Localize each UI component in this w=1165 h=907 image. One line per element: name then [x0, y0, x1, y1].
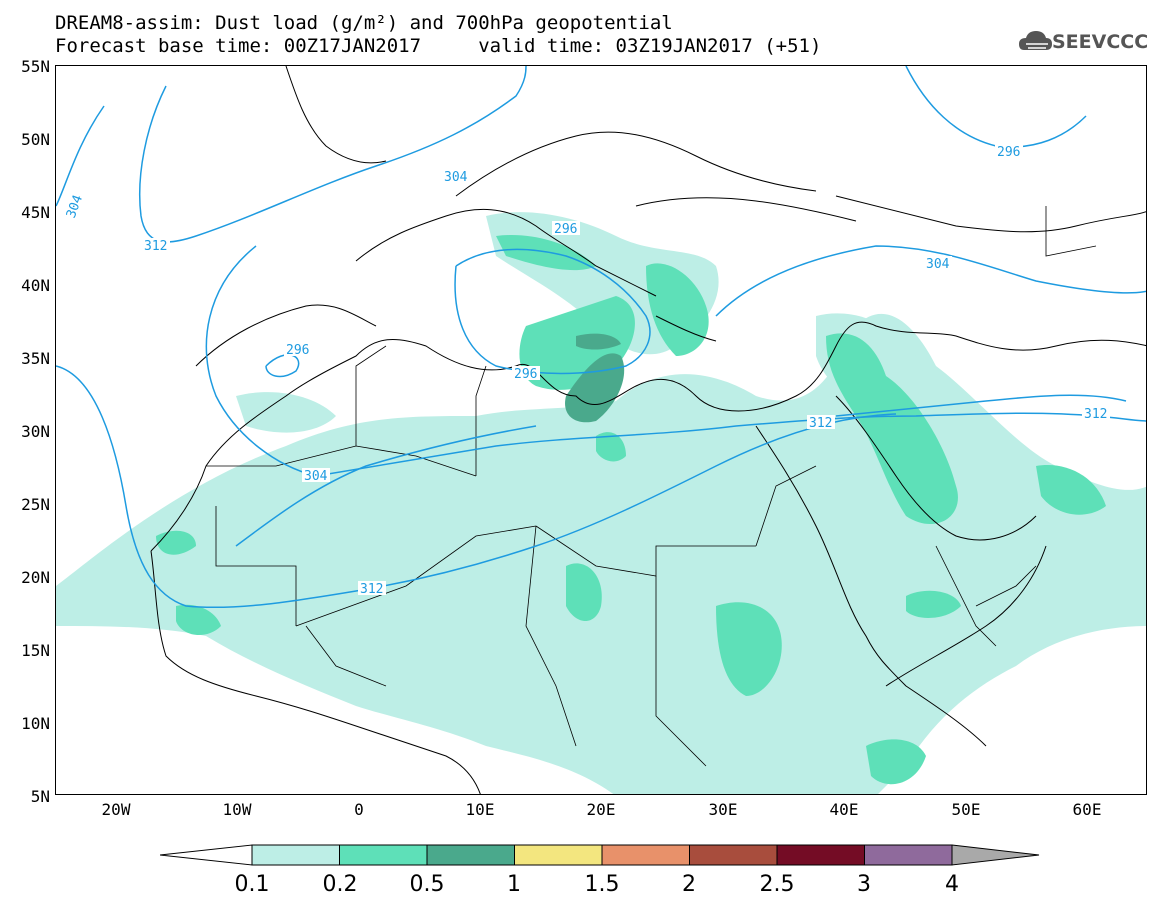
colorbar-bin: [339, 844, 428, 866]
colorbar-high-arrow: [951, 844, 1040, 866]
dust-shading-medium: [156, 235, 1106, 785]
colorbar-tick-label: 2: [682, 872, 696, 897]
colorbar-bin: [514, 844, 603, 866]
dust-shading-light: [56, 212, 1146, 794]
colorbar-tick-label: 1.5: [584, 872, 620, 897]
colorbar-tick-label: 3: [857, 872, 871, 897]
lon-label: 20W: [101, 800, 131, 819]
logo-text: SEEVCCC: [1052, 31, 1149, 53]
lat-label: 35N: [21, 349, 50, 368]
coastlines: [150, 66, 1146, 794]
lat-label: 40N: [21, 276, 50, 295]
lon-label: 40E: [829, 800, 859, 819]
map-svg: 304 312 304 296 296 296 304 304 312 312 …: [56, 66, 1146, 794]
lon-label: 0: [354, 800, 364, 819]
colorbar-bin: [601, 844, 690, 866]
lat-label: 50N: [21, 130, 50, 149]
map-panel: 304 312 304 296 296 296 304 304 312 312 …: [55, 65, 1147, 795]
lat-label: 20N: [21, 568, 50, 587]
forecast-time-line: Forecast base time: 00Z17JAN2017 valid t…: [55, 35, 822, 57]
colorbar: [160, 844, 1040, 866]
lat-label: 10N: [21, 714, 50, 733]
lon-label: 60E: [1072, 800, 1102, 819]
colorbar-bin: [426, 844, 515, 866]
colorbar-tick-label: 0.1: [234, 872, 270, 897]
contour-label: 304: [64, 193, 86, 220]
contour-label: 296: [514, 367, 537, 382]
contour-label: 304: [444, 170, 468, 185]
colorbar-bin: [864, 844, 953, 866]
colorbar-bin: [251, 844, 340, 866]
contour-label: 296: [286, 343, 309, 358]
contour-label: 312: [144, 239, 167, 254]
political-borders: [206, 206, 1097, 767]
lat-label: 5N: [30, 787, 50, 806]
lat-label: 15N: [21, 641, 50, 660]
lon-label: 10E: [465, 800, 495, 819]
map-title: DREAM8-assim: Dust load (g/m²) and 700hP…: [55, 12, 673, 34]
lat-label: 30N: [21, 422, 50, 441]
cloud-icon: [1019, 31, 1052, 50]
contour-label: 312: [809, 416, 832, 431]
colorbar-bin: [776, 844, 865, 866]
colorbar-tick-label: 1: [507, 872, 521, 897]
lat-label: 45N: [21, 203, 50, 222]
dust-shading-dark: [565, 333, 625, 423]
contour-label: 296: [997, 145, 1020, 160]
lon-label: 10W: [222, 800, 252, 819]
contour-label: 296: [554, 222, 577, 237]
colorbar-tick-label: 0.2: [322, 872, 358, 897]
colorbar-tick-label: 2.5: [759, 872, 795, 897]
contour-label: 304: [926, 257, 950, 272]
lon-label: 30E: [708, 800, 738, 819]
colorbar-tick-label: 0.5: [409, 872, 445, 897]
contour-label: 312: [1084, 407, 1107, 422]
colorbar-tick-label: 4: [945, 872, 959, 897]
colorbar-low-arrow: [160, 844, 253, 866]
contour-label: 312: [360, 582, 383, 597]
colorbar-bin: [689, 844, 778, 866]
lon-label: 20E: [586, 800, 616, 819]
geopotential-contours: [56, 66, 1146, 609]
contour-labels: 304 312 304 296 296 296 304 304 312 312 …: [61, 66, 1110, 597]
lat-label: 25N: [21, 495, 50, 514]
contour-label: 304: [304, 469, 328, 484]
lat-label: 55N: [21, 57, 50, 76]
lon-label: 50E: [951, 800, 981, 819]
